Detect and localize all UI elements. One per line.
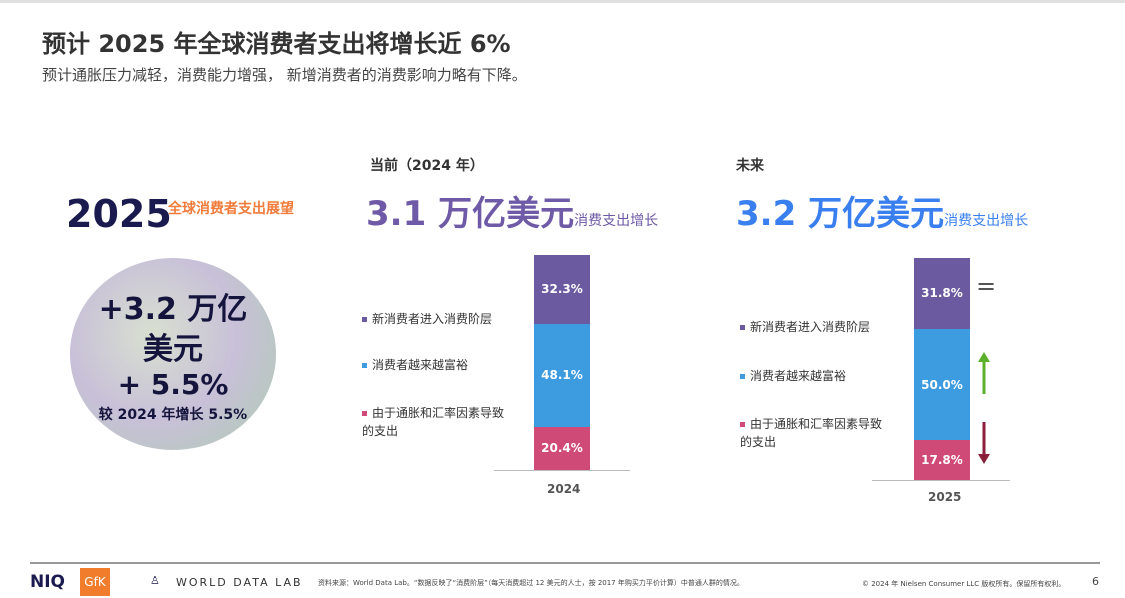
current-label: 当前（2024 年） [370,158,484,174]
gfk-logo: GfK [80,568,110,596]
future-label: 未来 [736,158,764,174]
stacked-bar-2024: 20.4% 48.1% 32.3% [534,255,590,470]
bar-segment: 48.1% [534,323,590,427]
x-axis [872,480,1010,481]
current-suffix: 消费支出增长 [574,213,659,229]
bar-segment: 50.0% [914,328,970,441]
bar-segment: 32.3% [534,255,590,324]
equal-sign: = [976,272,997,300]
x-axis [494,470,630,471]
copyright: © 2024 年 Nielsen Consumer LLC 版权所有。保留所有权… [862,580,1066,588]
legend-item: 消费者越来越富裕 [740,367,890,385]
current-amount: 3.1 万亿美元 [366,194,575,234]
outlook-year: 2025 [66,192,172,236]
legend-item: 由于通胀和汇率因素导致的支出 [362,404,512,440]
bar-segment: 31.8% [914,258,970,329]
wdl-logo: WORLD DATA LAB [176,576,303,589]
top-divider [0,0,1125,3]
legend-swatch [740,325,745,330]
source-note: 资料来源：World Data Lab。“数据反映了“消费阶层”（每天消费超过 … [318,579,744,587]
arrow-down-icon [978,422,990,464]
legend-label: 新消费者进入消费阶层 [372,312,493,326]
outlook-label: 全球消费者支出展望 [168,201,294,217]
legend-swatch [740,422,745,427]
footer-divider [30,562,1100,564]
legend-swatch [362,411,367,416]
wdl-icon: ♙ [150,574,160,587]
bar-segment: 20.4% [534,426,590,470]
niq-logo: NIQ [30,572,66,592]
stacked-bar-2025: 17.8% 50.0% 31.8% [914,258,970,480]
future-amount-block: 3.2 万亿美元消费支出增长 [736,186,1028,235]
page-title: 预计 2025 年全球消费者支出将增长近 6% [42,30,511,58]
legend-label: 由于通胀和汇率因素导致的支出 [740,417,883,449]
legend-swatch [362,363,367,368]
legend-label: 新消费者进入消费阶层 [750,320,871,334]
growth-amount: +3.2 万亿 [98,292,248,327]
current-amount-block: 3.1 万亿美元消费支出增长 [366,186,658,235]
growth-note: 较 2024 年增长 5.5% [98,407,248,423]
legend-swatch [362,317,367,322]
future-amount: 3.2 万亿美元 [736,194,945,234]
future-suffix: 消费支出增长 [944,213,1029,229]
bar-segment: 17.8% [914,440,970,480]
growth-percent: + 5.5% [117,368,229,401]
money-image-circle: +3.2 万亿 美元 + 5.5% 较 2024 年增长 5.5% [70,258,276,450]
arrow-up-icon [978,352,990,394]
legend-swatch [740,374,745,379]
x-tick-label: 2024 [547,482,581,496]
legend-label: 消费者越来越富裕 [372,358,469,372]
legend-item: 新消费者进入消费阶层 [740,318,890,336]
legend-item: 由于通胀和汇率因素导致的支出 [740,415,890,451]
page-subtitle: 预计通胀压力减轻，消费能力增强， 新增消费者的消费影响力略有下降。 [42,66,527,84]
legend-item: 消费者越来越富裕 [362,356,512,374]
page-number: 6 [1092,575,1099,588]
growth-currency: 美元 [143,332,203,367]
legend-item: 新消费者进入消费阶层 [362,310,512,328]
legend-label: 消费者越来越富裕 [750,369,847,383]
x-tick-label: 2025 [928,490,962,504]
legend-label: 由于通胀和汇率因素导致的支出 [362,406,505,438]
